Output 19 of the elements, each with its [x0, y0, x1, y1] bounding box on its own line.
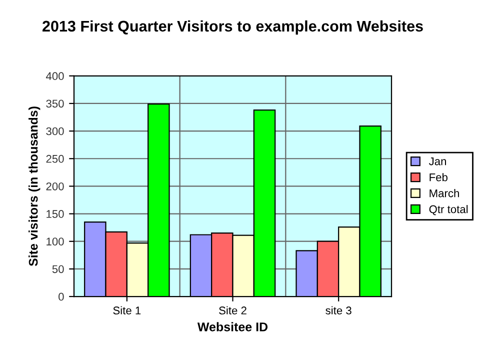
x-tick-label: Site 2 — [219, 306, 246, 314]
legend-label: Jan — [428, 158, 446, 166]
y-tick-label: 0 — [58, 292, 64, 301]
y-tick-label: 150 — [46, 210, 64, 218]
y-tick-label: 250 — [46, 154, 64, 163]
legend-label: Qtr total — [429, 205, 468, 216]
y-axis-title: Site visitors (in thousands) — [28, 106, 40, 266]
y-tick-label: 100 — [46, 238, 64, 246]
x-tick-label: site 3 — [326, 306, 352, 314]
y-tick-label: 350 — [46, 100, 64, 108]
chart-title: 2013 First Quarter Visitors to example.com Websites — [42, 20, 423, 35]
x-axis-title: Websitee ID — [197, 322, 268, 332]
y-tick-label: 200 — [46, 182, 64, 190]
y-tick-label: 400 — [46, 72, 64, 80]
y-tick-label: 300 — [46, 127, 64, 136]
x-tick-label: Site 1 — [113, 306, 141, 314]
legend-label: Feb — [430, 173, 448, 182]
y-tick-label: 50 — [52, 265, 64, 274]
legend-label: March — [430, 189, 459, 198]
